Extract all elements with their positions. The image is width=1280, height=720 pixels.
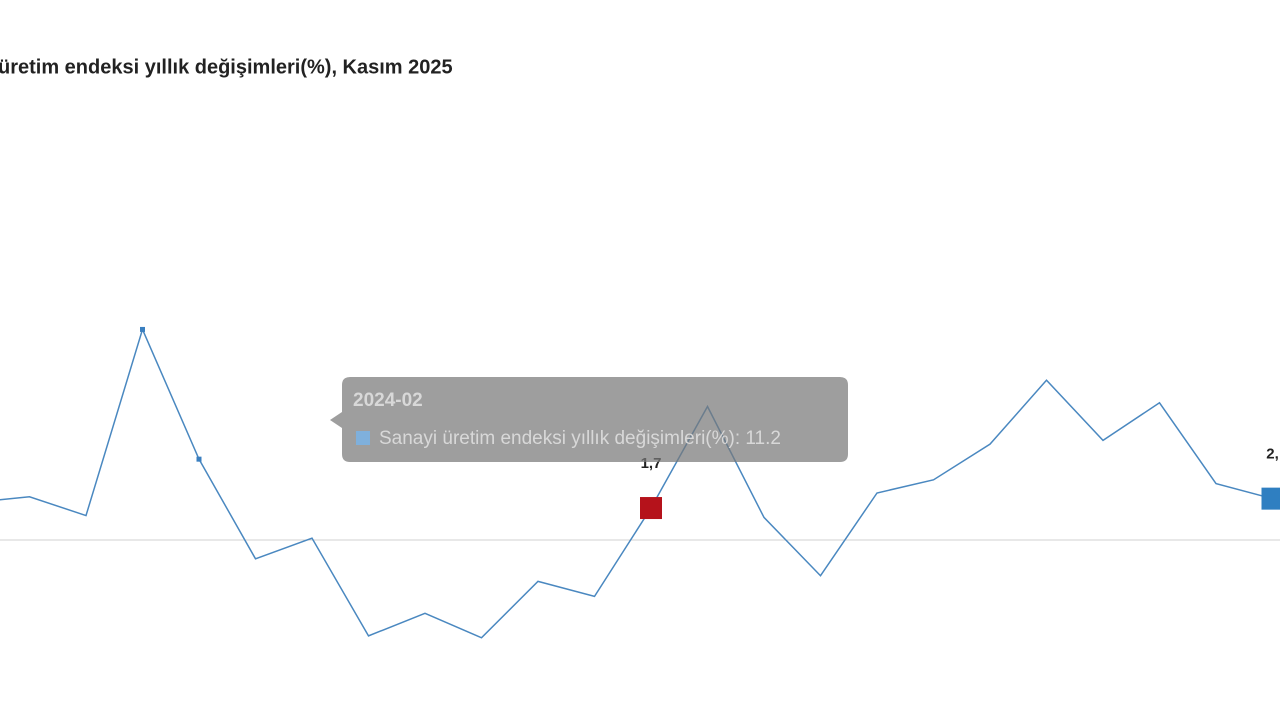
data-label: 2, — [1266, 446, 1279, 463]
tooltip-content: 2024-02 Sanayi üretim endeksi yıllık deği… — [353, 390, 781, 449]
point-marker — [640, 497, 662, 520]
tooltip-box — [330, 377, 848, 462]
tooltip: 2024-02 Sanayi üretim endeksi yıllık deği… — [330, 377, 848, 462]
point-marker — [140, 326, 145, 332]
point-marker — [1261, 487, 1280, 510]
tooltip-text: Sanayi üretim endeksi yıllık değişimleri… — [379, 428, 781, 449]
point-marker — [196, 456, 202, 462]
series-line — [0, 327, 1273, 639]
tooltip-title: 2024-02 — [353, 390, 423, 411]
chart-title: üretim endeksi yıllık değişimleri(%), Ka… — [0, 56, 453, 78]
tooltip-swatch — [356, 431, 370, 445]
